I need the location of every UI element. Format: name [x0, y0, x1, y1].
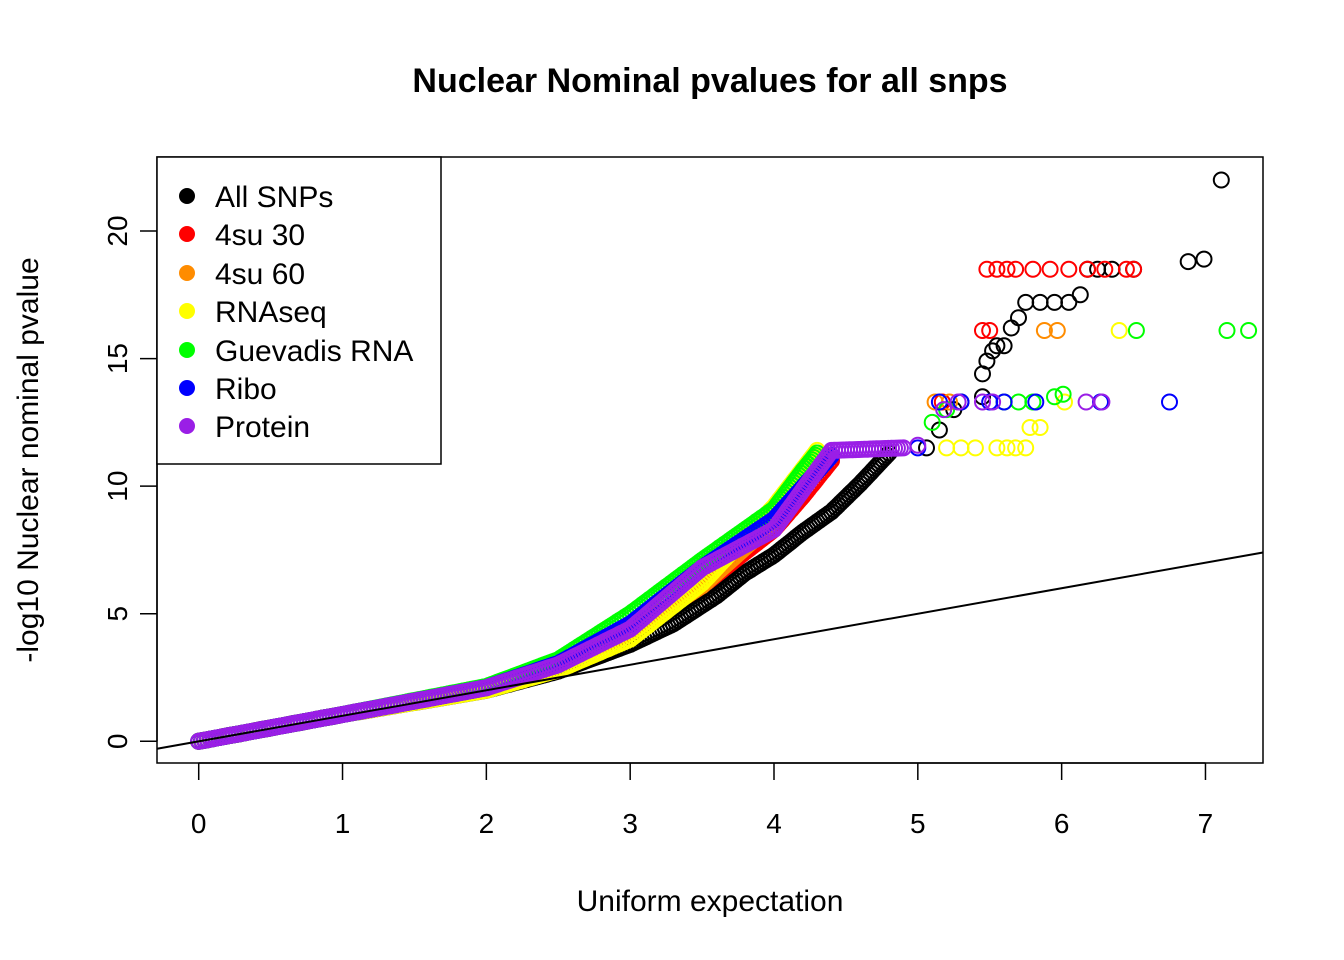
data-point [1017, 439, 1035, 457]
legend-marker-protein [179, 418, 195, 434]
legend-marker-all-snps [179, 188, 195, 204]
legend-label-4su-30: 4su 30 [215, 219, 305, 252]
data-point [1056, 393, 1073, 411]
data-point [1125, 260, 1143, 278]
data-point [1060, 293, 1078, 311]
x-axis-label: Uniform expectation [577, 885, 844, 918]
data-point [978, 352, 996, 370]
data-point [1179, 253, 1197, 271]
chart-title: Nuclear Nominal pvalues for all snps [412, 62, 1007, 100]
x-tick-label: 1 [335, 808, 351, 839]
legend-box [156, 156, 442, 465]
y-tick-label: 15 [102, 343, 133, 374]
y-tick-label: 5 [102, 606, 133, 622]
x-tick-label: 0 [191, 808, 207, 839]
data-point [1079, 260, 1096, 278]
data-point [1048, 322, 1066, 339]
data-point [1024, 260, 1042, 278]
legend-items: All SNPs 4su 30 4su 60 RNAseq Guevadis R… [179, 181, 413, 444]
data-point [1007, 260, 1025, 278]
data-point [995, 337, 1013, 355]
data-point [1046, 293, 1063, 311]
data-point [1002, 319, 1020, 337]
data-point [1077, 393, 1095, 411]
data-point [1117, 260, 1135, 278]
legend-label-ribo: Ribo [215, 373, 277, 406]
data-point [984, 393, 1002, 411]
data-point [1110, 322, 1128, 339]
data-point [1010, 309, 1027, 327]
legend-marker-rnaseq [179, 303, 195, 319]
data-point [1218, 322, 1236, 339]
x-axis: 0 1 2 3 4 5 6 7 [191, 762, 1214, 839]
reference-line [156, 551, 1264, 750]
plot-area [156, 156, 1264, 764]
legend-label-all-snps: All SNPs [215, 181, 333, 214]
data-point [995, 393, 1013, 411]
legend-marker-4su-30 [179, 226, 195, 242]
legend-label-rnaseq: RNAseq [215, 296, 327, 329]
data-point [949, 393, 967, 411]
legend-label-protein: Protein [215, 411, 310, 444]
data-point [1096, 260, 1114, 278]
data-point [1093, 393, 1111, 411]
data-point [1031, 293, 1049, 311]
legend-marker-4su-60 [179, 265, 195, 281]
x-tick-label: 3 [622, 808, 638, 839]
data-point [938, 439, 956, 457]
data-point [1027, 393, 1045, 411]
data-point [1021, 419, 1039, 436]
data-point [1010, 393, 1027, 411]
x-tick-label: 4 [766, 808, 782, 839]
data-point [974, 322, 991, 339]
data-point [998, 439, 1016, 457]
data-point [1031, 419, 1049, 436]
y-axis-label: -log10 Nuclear nominal pvalue [12, 257, 45, 662]
data-point [1060, 260, 1078, 278]
x-tick-label: 7 [1198, 808, 1214, 839]
legend-label-4su-60: 4su 60 [215, 258, 305, 291]
data-point [1017, 293, 1035, 311]
data-point [1035, 322, 1053, 339]
data-point [1054, 385, 1072, 403]
x-tick-label: 2 [479, 808, 495, 839]
data-point [1007, 439, 1025, 457]
data-point [966, 439, 984, 457]
data-point [909, 436, 927, 454]
data-point [978, 260, 996, 278]
legend-marker-ribo [179, 380, 195, 396]
legend: All SNPs 4su 30 4su 60 RNAseq Guevadis R… [156, 156, 442, 465]
data-point [1161, 393, 1178, 411]
x-tick-label: 6 [1054, 808, 1070, 839]
data-point [935, 401, 953, 419]
data-point [1071, 286, 1089, 304]
data-point [918, 439, 935, 457]
data-point [1212, 171, 1230, 189]
data-point [1041, 260, 1059, 278]
y-axis: 0 5 10 15 20 [102, 215, 158, 750]
data-point [1046, 388, 1063, 406]
data-point [998, 260, 1016, 278]
data-point [1127, 322, 1145, 339]
data-point [1195, 250, 1213, 268]
y-tick-label: 20 [102, 215, 133, 246]
data-point [952, 439, 970, 457]
data-point [984, 342, 1002, 360]
legend-label-guevadis-rna: Guevadis RNA [215, 335, 413, 368]
x-tick-label: 5 [910, 808, 926, 839]
legend-marker-guevadis-rna [179, 342, 195, 358]
data-point [1240, 322, 1258, 339]
data-point [923, 413, 941, 431]
data-point [988, 337, 1006, 355]
y-tick-label: 10 [102, 471, 133, 502]
data-point [981, 322, 999, 339]
y-tick-label: 0 [102, 734, 133, 750]
data-point [988, 260, 1006, 278]
data-point [988, 439, 1006, 457]
data-point [974, 393, 991, 411]
